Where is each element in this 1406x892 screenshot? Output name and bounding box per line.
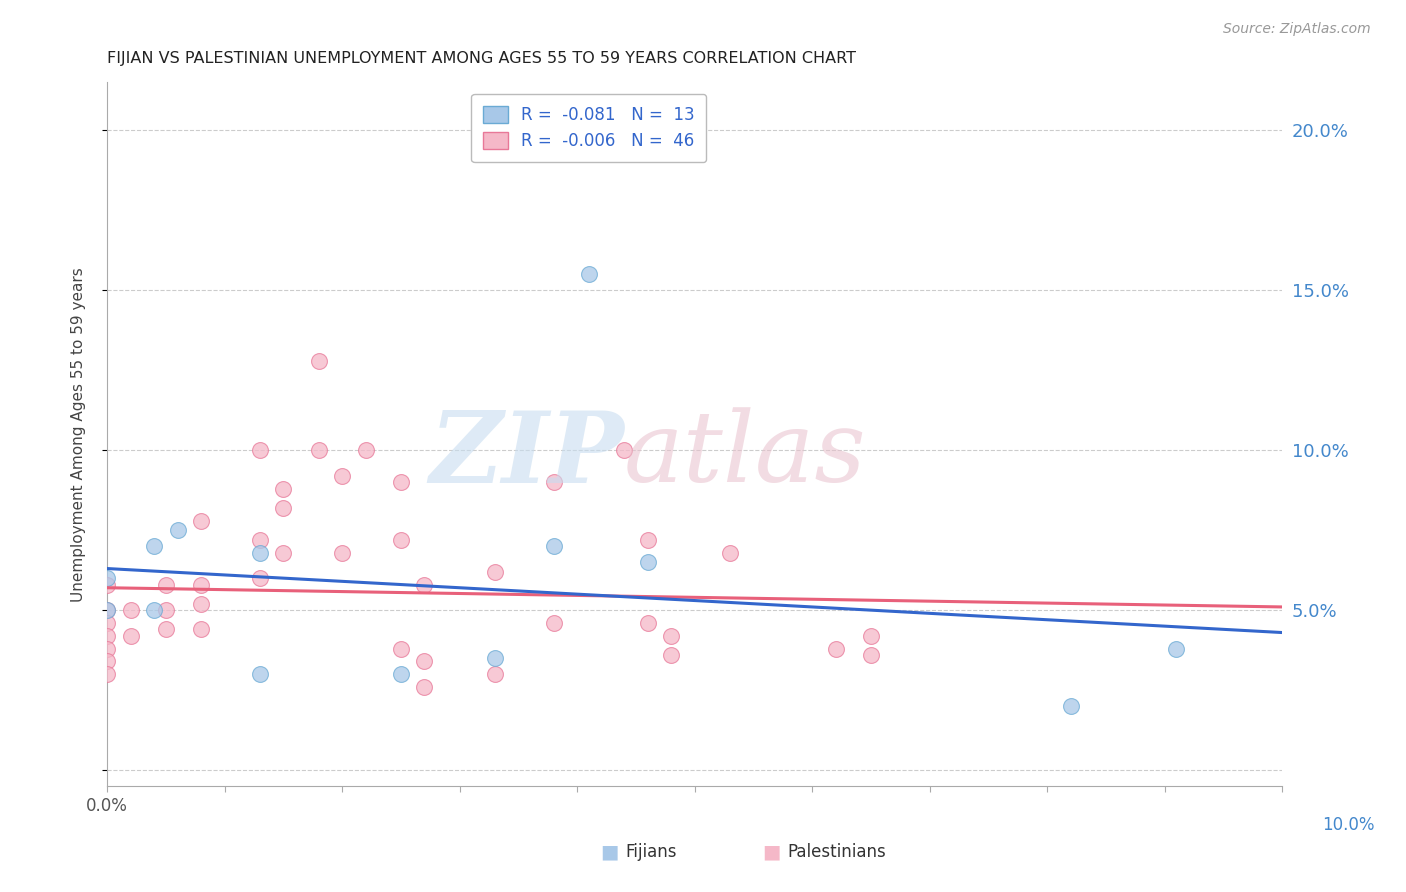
Point: [543, 475, 565, 490]
Text: ■: ■: [600, 842, 619, 862]
Point: [155, 577, 177, 591]
Point: [859, 648, 882, 662]
Point: [308, 443, 330, 458]
Point: [389, 641, 412, 656]
Point: [96, 654, 118, 668]
Point: [637, 555, 659, 569]
Point: [96, 641, 118, 656]
Text: ZIP: ZIP: [429, 407, 624, 503]
Text: Fijians: Fijians: [626, 843, 678, 861]
Point: [249, 545, 271, 559]
Point: [389, 667, 412, 681]
Point: [96, 603, 118, 617]
Point: [96, 667, 118, 681]
Point: [330, 545, 353, 559]
Point: [413, 680, 436, 694]
Point: [120, 629, 142, 643]
Text: FIJIAN VS PALESTINIAN UNEMPLOYMENT AMONG AGES 55 TO 59 YEARS CORRELATION CHART: FIJIAN VS PALESTINIAN UNEMPLOYMENT AMONG…: [107, 51, 856, 66]
Point: [143, 539, 166, 553]
Point: [96, 571, 118, 585]
Point: [389, 475, 412, 490]
Point: [413, 577, 436, 591]
Point: [96, 615, 118, 630]
Point: [413, 654, 436, 668]
Point: [637, 615, 659, 630]
Point: [578, 267, 600, 281]
Point: [249, 533, 271, 547]
Text: Source: ZipAtlas.com: Source: ZipAtlas.com: [1223, 22, 1371, 37]
Point: [155, 623, 177, 637]
Point: [96, 629, 118, 643]
Point: [308, 353, 330, 368]
Point: [824, 641, 846, 656]
Point: [330, 468, 353, 483]
Point: [166, 523, 188, 537]
Point: [249, 667, 271, 681]
Point: [96, 603, 118, 617]
Point: [389, 533, 412, 547]
Point: [190, 623, 212, 637]
Text: Palestinians: Palestinians: [787, 843, 886, 861]
Point: [273, 482, 295, 496]
Point: [1059, 699, 1081, 714]
Legend: R =  -0.081   N =  13, R =  -0.006   N =  46: R = -0.081 N = 13, R = -0.006 N = 46: [471, 94, 706, 162]
Point: [354, 443, 377, 458]
Point: [190, 577, 212, 591]
Point: [484, 651, 506, 665]
Point: [613, 443, 636, 458]
Point: [859, 629, 882, 643]
Y-axis label: Unemployment Among Ages 55 to 59 years: Unemployment Among Ages 55 to 59 years: [72, 267, 86, 601]
Point: [484, 667, 506, 681]
Point: [543, 539, 565, 553]
Point: [190, 514, 212, 528]
Point: [273, 500, 295, 515]
Point: [143, 603, 166, 617]
Text: ■: ■: [762, 842, 780, 862]
Point: [543, 615, 565, 630]
Point: [1166, 641, 1188, 656]
Point: [659, 648, 682, 662]
Point: [190, 597, 212, 611]
Point: [718, 545, 741, 559]
Point: [249, 571, 271, 585]
Point: [273, 545, 295, 559]
Point: [659, 629, 682, 643]
Point: [249, 443, 271, 458]
Point: [96, 577, 118, 591]
Point: [120, 603, 142, 617]
Point: [155, 603, 177, 617]
Text: atlas: atlas: [624, 408, 868, 503]
Point: [484, 565, 506, 579]
Point: [637, 533, 659, 547]
Text: 10.0%: 10.0%: [1323, 816, 1375, 834]
